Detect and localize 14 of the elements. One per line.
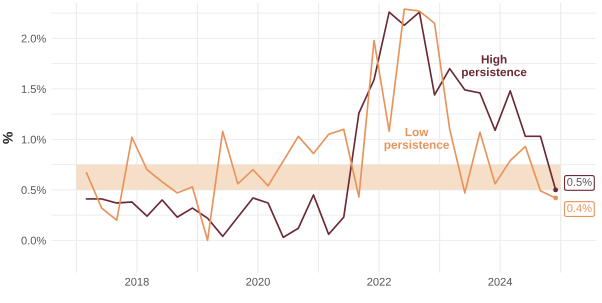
y-axis-title: %: [2, 132, 13, 144]
y-tick-label: 1.0%: [22, 136, 46, 144]
y-tick-label: 1.5%: [22, 85, 46, 94]
x-tick-label: 2020: [246, 278, 270, 286]
series-label: High persistence: [462, 54, 526, 79]
data-label: 0.5%: [567, 178, 592, 186]
x-tick-label: 2024: [488, 278, 512, 286]
series-label: Low persistence: [384, 128, 450, 152]
y-tick-label: 0.0%: [21, 236, 46, 245]
x-tick-label: 2018: [125, 278, 149, 286]
x-tick-label: 2022: [367, 278, 391, 286]
data-label: 0.4%: [567, 204, 592, 212]
y-tick-label: 0.5%: [21, 186, 46, 194]
y-tick-label: 2.0%: [22, 34, 46, 43]
